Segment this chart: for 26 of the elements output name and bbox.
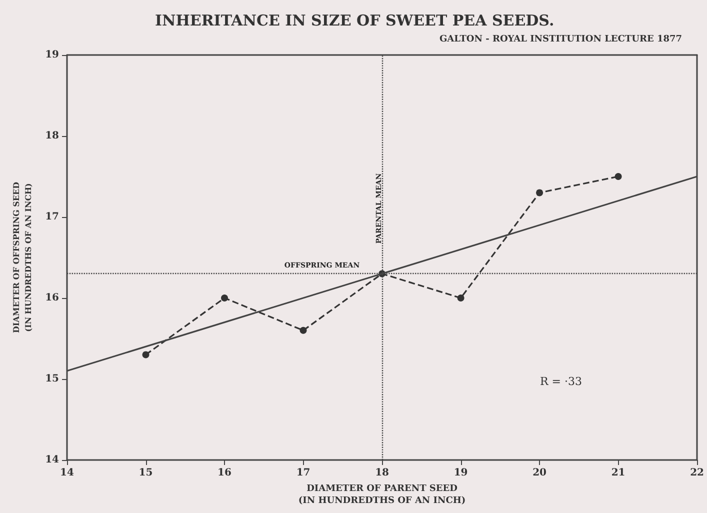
x-tick-label: 14 bbox=[60, 468, 74, 478]
point bbox=[221, 294, 228, 302]
x-axis-title: DIAMETER OF PARENT SEED (IN HUNDREDTHS OF AN INCH) bbox=[298, 484, 466, 506]
y-tick-label: 19 bbox=[45, 50, 60, 60]
x-tick-label: 18 bbox=[375, 468, 390, 478]
x-tick-label: 19 bbox=[454, 468, 468, 478]
x-tick-label: 16 bbox=[218, 468, 232, 478]
chart-subtitle: GALTON - ROYAL INSTITUTION LECTURE 1877 bbox=[439, 34, 682, 44]
x-tick-label: 21 bbox=[611, 468, 626, 478]
x-tick-label: 22 bbox=[690, 468, 704, 478]
x-tick-label: 20 bbox=[532, 468, 547, 478]
y-tick-label: 14 bbox=[45, 454, 60, 466]
annotation: R = ·33 bbox=[540, 375, 582, 388]
point bbox=[142, 351, 150, 358]
y-tick-label: 16 bbox=[45, 292, 60, 304]
point bbox=[536, 189, 544, 196]
chart-title: INHERITANCE IN SIZE OF SWEET PEA SEEDS. bbox=[155, 12, 554, 30]
x-tick-label: 15 bbox=[138, 468, 153, 478]
point bbox=[614, 173, 622, 180]
y-tick-label: 15 bbox=[45, 374, 60, 384]
y-axis-title: DIAMETER OF OFFSPRING SEED (IN HUNDREDTHS OF AN INCH) bbox=[11, 182, 34, 334]
point bbox=[457, 294, 464, 302]
y-tick-label: 18 bbox=[45, 130, 60, 142]
y-tick-label: 17 bbox=[45, 212, 60, 222]
point bbox=[300, 326, 307, 334]
x-tick-label: 17 bbox=[296, 468, 310, 478]
